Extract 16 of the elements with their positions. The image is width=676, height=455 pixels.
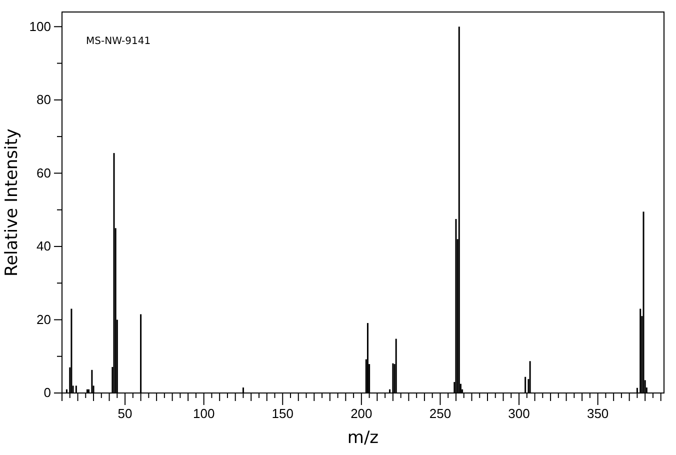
y-tick-label: 80 [36,92,51,108]
x-axis-title: m/z [347,428,379,448]
y-tick-label: 20 [36,312,51,327]
y-axis-title: Relative Intensity [2,128,22,276]
x-tick-label: 150 [272,406,294,422]
x-tick-label: 50 [118,406,132,422]
x-tick-label: 100 [192,406,215,422]
y-tick-label: 60 [36,165,51,180]
y-tick-label: 40 [36,238,51,254]
annotation: MS-NW-9141 [86,36,151,47]
x-tick-label: 300 [508,406,530,422]
x-tick-label: 200 [350,406,372,422]
y-tick-label: 0 [44,385,51,400]
x-tick-label: 250 [429,406,452,422]
x-tick-label: 350 [586,406,609,422]
y-tick-label: 100 [29,18,51,34]
